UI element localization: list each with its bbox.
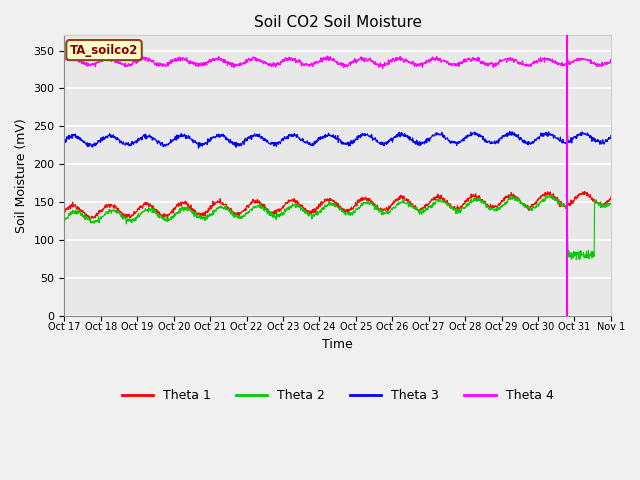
Y-axis label: Soil Moisture (mV): Soil Moisture (mV) bbox=[15, 118, 28, 233]
Title: Soil CO2 Soil Moisture: Soil CO2 Soil Moisture bbox=[253, 15, 422, 30]
Text: TA_soilco2: TA_soilco2 bbox=[70, 44, 138, 57]
Legend: Theta 1, Theta 2, Theta 3, Theta 4: Theta 1, Theta 2, Theta 3, Theta 4 bbox=[117, 384, 558, 407]
X-axis label: Time: Time bbox=[323, 338, 353, 351]
